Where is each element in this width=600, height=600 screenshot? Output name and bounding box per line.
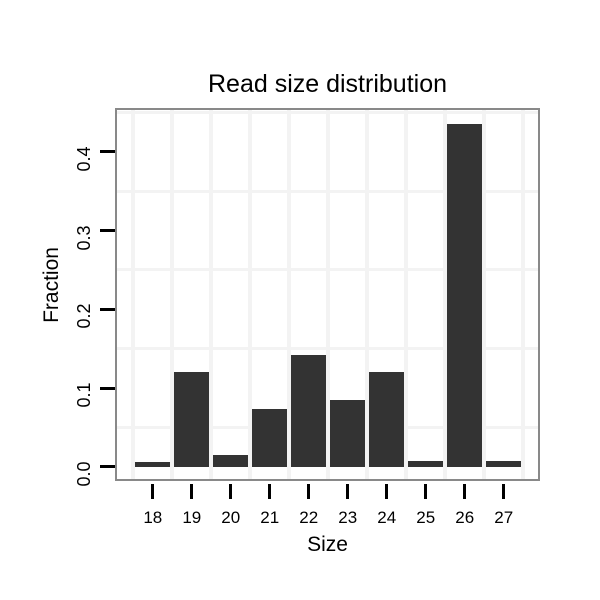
x-tick	[385, 484, 389, 499]
x-tick-label: 25	[416, 508, 436, 527]
bar-size-18	[135, 461, 171, 467]
y-tick-label: 0.3	[74, 225, 94, 251]
vertical-gridline	[326, 110, 331, 479]
y-tick	[100, 386, 115, 390]
vertical-gridline	[248, 110, 253, 479]
y-tick	[100, 150, 115, 154]
x-tick	[190, 484, 194, 499]
x-tick	[268, 484, 272, 499]
x-tick	[229, 484, 233, 499]
bar-size-26	[447, 123, 483, 467]
bar-size-24	[369, 372, 405, 467]
x-tick-label: 27	[494, 508, 514, 527]
vertical-gridline	[521, 110, 526, 479]
y-tick	[100, 465, 115, 469]
y-tick-label: 0.0	[74, 461, 94, 487]
vertical-gridline	[131, 110, 136, 479]
vertical-gridline	[404, 110, 409, 479]
y-tick-label: 0.2	[74, 303, 94, 329]
x-tick	[346, 484, 350, 499]
vertical-gridline	[209, 110, 214, 479]
x-tick-label: 21	[260, 508, 280, 527]
x-tick	[151, 484, 155, 499]
x-tick-label: 19	[182, 508, 202, 527]
x-tick-label: 22	[299, 508, 319, 527]
bar-size-19	[174, 372, 210, 467]
x-tick	[502, 484, 506, 499]
y-tick-label: 0.1	[74, 382, 94, 408]
plot-panel	[115, 108, 540, 481]
x-tick-label: 23	[338, 508, 358, 527]
bar-size-27	[486, 461, 522, 467]
x-axis-title: Size	[307, 533, 348, 556]
vertical-gridline	[170, 110, 175, 479]
bar-size-23	[330, 399, 366, 467]
x-tick-label: 18	[143, 508, 163, 527]
x-tick	[463, 484, 467, 499]
bar-size-21	[252, 409, 288, 467]
y-axis-title: Fraction	[40, 247, 63, 323]
x-tick	[307, 484, 311, 499]
y-tick-label: 0.4	[74, 146, 94, 172]
bar-size-20	[213, 454, 249, 467]
x-tick-label: 20	[221, 508, 241, 527]
x-tick-label: 24	[377, 508, 397, 527]
chart-title: Read size distribution	[207, 70, 447, 98]
vertical-gridline	[482, 110, 487, 479]
x-tick-label: 26	[455, 508, 475, 527]
bar-size-22	[291, 354, 327, 467]
vertical-gridline	[287, 110, 292, 479]
vertical-gridline	[365, 110, 370, 479]
bar-size-25	[408, 461, 444, 467]
vertical-gridline	[443, 110, 448, 479]
plot-area	[117, 110, 538, 479]
x-tick	[424, 484, 428, 499]
y-tick	[100, 307, 115, 311]
y-tick	[100, 229, 115, 233]
